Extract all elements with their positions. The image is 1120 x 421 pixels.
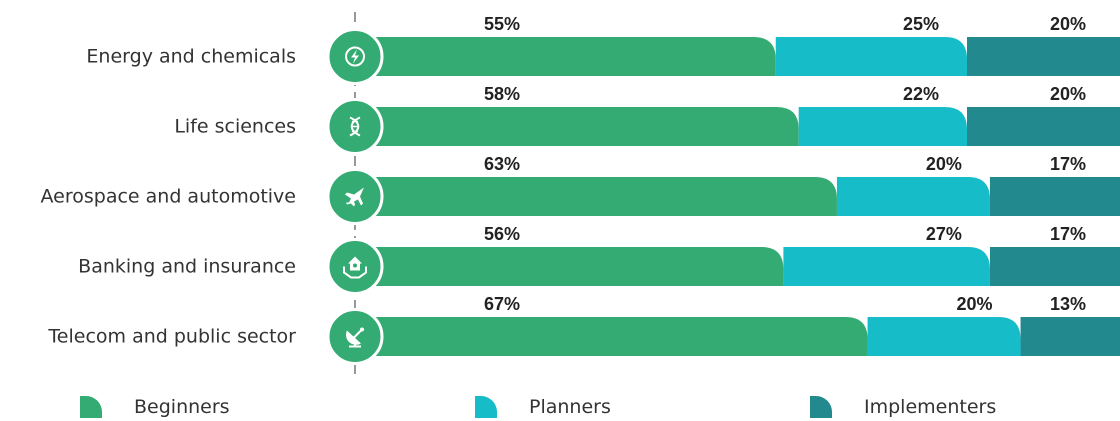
legend-label-implementers: Implementers xyxy=(864,396,997,418)
value-label-beginners: 55% xyxy=(484,14,520,34)
bar-planners xyxy=(867,317,1021,356)
bar-planners xyxy=(836,177,990,216)
bar-beginners xyxy=(355,37,776,76)
value-label-implementers: 17% xyxy=(1050,154,1086,174)
value-label-beginners: 58% xyxy=(484,84,520,104)
value-label-beginners: 63% xyxy=(484,154,520,174)
value-label-planners: 25% xyxy=(903,14,939,34)
house-hand-icon xyxy=(343,256,367,279)
legend-swatch-planners xyxy=(475,396,497,418)
bar-beginners xyxy=(355,317,868,356)
bar-beginners xyxy=(355,107,799,146)
legend-label-beginners: Beginners xyxy=(134,396,230,418)
bar-planners xyxy=(775,37,967,76)
bar-beginners xyxy=(355,177,837,216)
legend-swatch-implementers xyxy=(810,396,832,418)
bar-implementers xyxy=(989,177,1120,216)
value-label-planners: 22% xyxy=(903,84,939,104)
bar-implementers xyxy=(967,37,1120,76)
category-label: Life sciences xyxy=(174,116,296,138)
legend-item-planners: Planners xyxy=(475,394,611,420)
legend-item-implementers: Implementers xyxy=(810,394,996,420)
category-label: Aerospace and automotive xyxy=(41,186,297,208)
airplane-icon xyxy=(345,187,364,207)
category-label: Energy and chemicals xyxy=(86,46,296,68)
value-label-planners: 20% xyxy=(957,294,993,314)
value-label-planners: 27% xyxy=(926,224,962,244)
legend-label-planners: Planners xyxy=(529,396,611,418)
value-label-implementers: 17% xyxy=(1050,224,1086,244)
bar-implementers xyxy=(967,107,1120,146)
value-label-planners: 20% xyxy=(926,154,962,174)
lightning-icon xyxy=(345,46,365,67)
bar-planners xyxy=(783,247,990,286)
dna-icon xyxy=(349,116,361,137)
value-label-beginners: 56% xyxy=(484,224,520,244)
bar-beginners xyxy=(355,247,784,286)
legend-item-beginners: Beginners xyxy=(80,394,230,420)
value-label-implementers: 13% xyxy=(1050,294,1086,314)
value-label-implementers: 20% xyxy=(1050,14,1086,34)
bar-implementers xyxy=(1020,317,1120,356)
bar-planners xyxy=(798,107,967,146)
satellite-dish-icon xyxy=(346,327,364,348)
bar-implementers xyxy=(989,247,1120,286)
category-label: Telecom and public sector xyxy=(47,326,296,348)
category-label: Banking and insurance xyxy=(78,256,296,278)
value-label-beginners: 67% xyxy=(484,294,520,314)
value-label-implementers: 20% xyxy=(1050,84,1086,104)
legend-swatch-beginners xyxy=(80,396,102,418)
